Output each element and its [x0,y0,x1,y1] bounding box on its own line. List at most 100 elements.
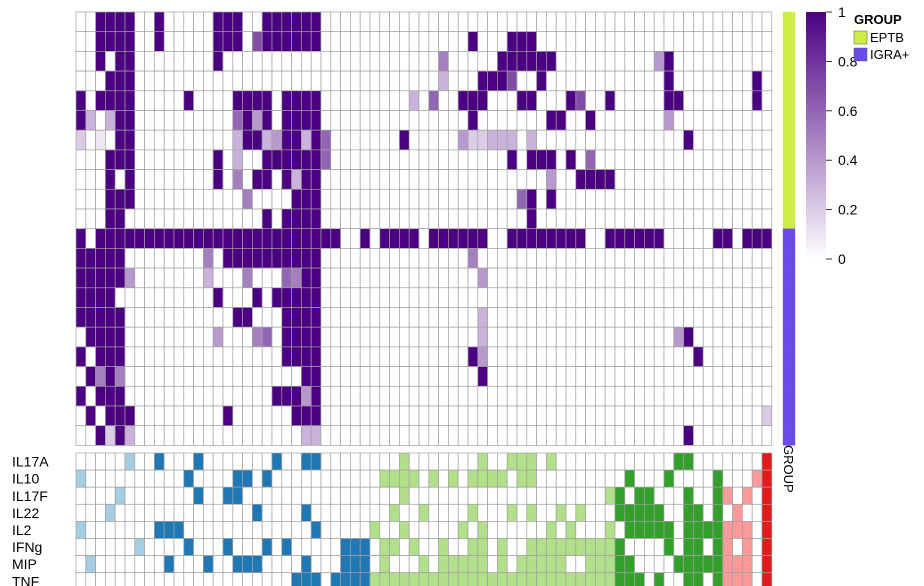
annotation-cell [673,503,684,522]
heatmap-cell [448,149,459,170]
heatmap-cell [232,188,243,210]
heatmap-cell [448,405,459,427]
heatmap-cell [134,208,145,230]
heatmap-cell [761,188,773,210]
heatmap-cell [310,405,322,427]
heatmap-cell [399,267,410,289]
annotation-cell [242,503,253,522]
heatmap-cell [477,248,488,269]
heatmap-cell [75,169,87,190]
heatmap-cell [673,307,684,328]
heatmap-cell [359,425,371,446]
heatmap-cell [673,188,684,210]
heatmap-cell [134,307,145,328]
heatmap-cell [203,267,214,289]
annotation-cell [536,486,547,505]
heatmap-cell [506,405,518,427]
heatmap-cell [683,346,694,367]
heatmap-cell [761,425,773,446]
heatmap-cell [369,169,381,190]
annotation-cell [487,521,498,539]
heatmap-cell [330,208,341,230]
heatmap-cell [575,11,586,33]
heatmap-cell [163,11,175,33]
heatmap-cell [477,267,488,289]
heatmap-cell [212,228,224,249]
annotation-cell [350,572,361,586]
heatmap-cell [310,267,322,289]
annotation-cell [320,503,332,522]
heatmap-cell [497,11,508,33]
heatmap-cell [644,129,655,151]
heatmap-cell [683,31,694,52]
heatmap-cell [75,366,87,387]
heatmap-cell [242,188,253,210]
heatmap-cell [575,70,586,92]
annotation-cell [546,503,557,522]
annotation-cell [565,521,577,539]
heatmap-cell [418,31,430,52]
annotation-cell [144,521,155,539]
heatmap-cell [644,208,655,230]
heatmap-cell [575,346,586,367]
annotation-cell [438,555,449,574]
heatmap-cell [154,70,165,92]
heatmap-cell [487,11,498,33]
heatmap-cell [154,425,165,446]
heatmap-cell [340,385,351,407]
heatmap-cell [555,346,567,367]
annotation-cell [399,503,410,522]
annotation-cell [663,469,675,488]
heatmap-cell [565,169,577,190]
heatmap-cell [144,228,155,249]
heatmap-cell [546,366,557,387]
annotation-cell [212,555,224,574]
heatmap-cell [751,208,763,230]
annotation-cell [291,486,302,505]
heatmap-cell [105,110,116,131]
heatmap-cell [732,90,743,111]
heatmap-cell [408,385,420,407]
annotation-cell [134,452,145,471]
annotation-cell [330,469,341,488]
heatmap-cell [497,129,508,151]
annotation-cell [595,486,606,505]
heatmap-cell [634,51,645,72]
heatmap-cell [565,51,577,72]
heatmap-cell [467,366,479,387]
heatmap-cell [242,51,253,72]
heatmap-cell [634,385,645,407]
heatmap-cell [134,366,145,387]
heatmap-cell [281,11,292,33]
heatmap-cell [614,129,626,151]
heatmap-cell [438,11,449,33]
heatmap-cell [212,188,224,210]
group-bar-cell [782,267,796,288]
annotation-cell [105,452,116,471]
annotation-cell [291,538,302,556]
heatmap-cell [183,326,194,348]
heatmap-cell [751,366,763,387]
heatmap-cell [487,287,498,308]
heatmap-cell [144,267,155,289]
heatmap-cell [154,90,165,111]
heatmap-cell [144,248,155,269]
annotation-cell [252,521,263,539]
heatmap-cell [546,70,557,92]
annotation-cell [310,572,322,586]
heatmap-cell [242,248,253,269]
heatmap-cell [673,425,684,446]
annotation-cell [467,572,479,586]
heatmap-cell [183,307,194,328]
annotation-cell [144,555,155,574]
heatmap-cell [85,188,96,210]
annotation-cell [712,486,724,505]
annotation-cell [693,452,704,471]
annotation-cell [291,469,302,488]
colorbar: 10.80.60.40.20 [806,4,858,267]
heatmap-cell [310,169,322,190]
annotation-cell [467,555,479,574]
heatmap-cell [555,385,567,407]
heatmap-cell [506,90,518,111]
annotation-cell [242,521,253,539]
